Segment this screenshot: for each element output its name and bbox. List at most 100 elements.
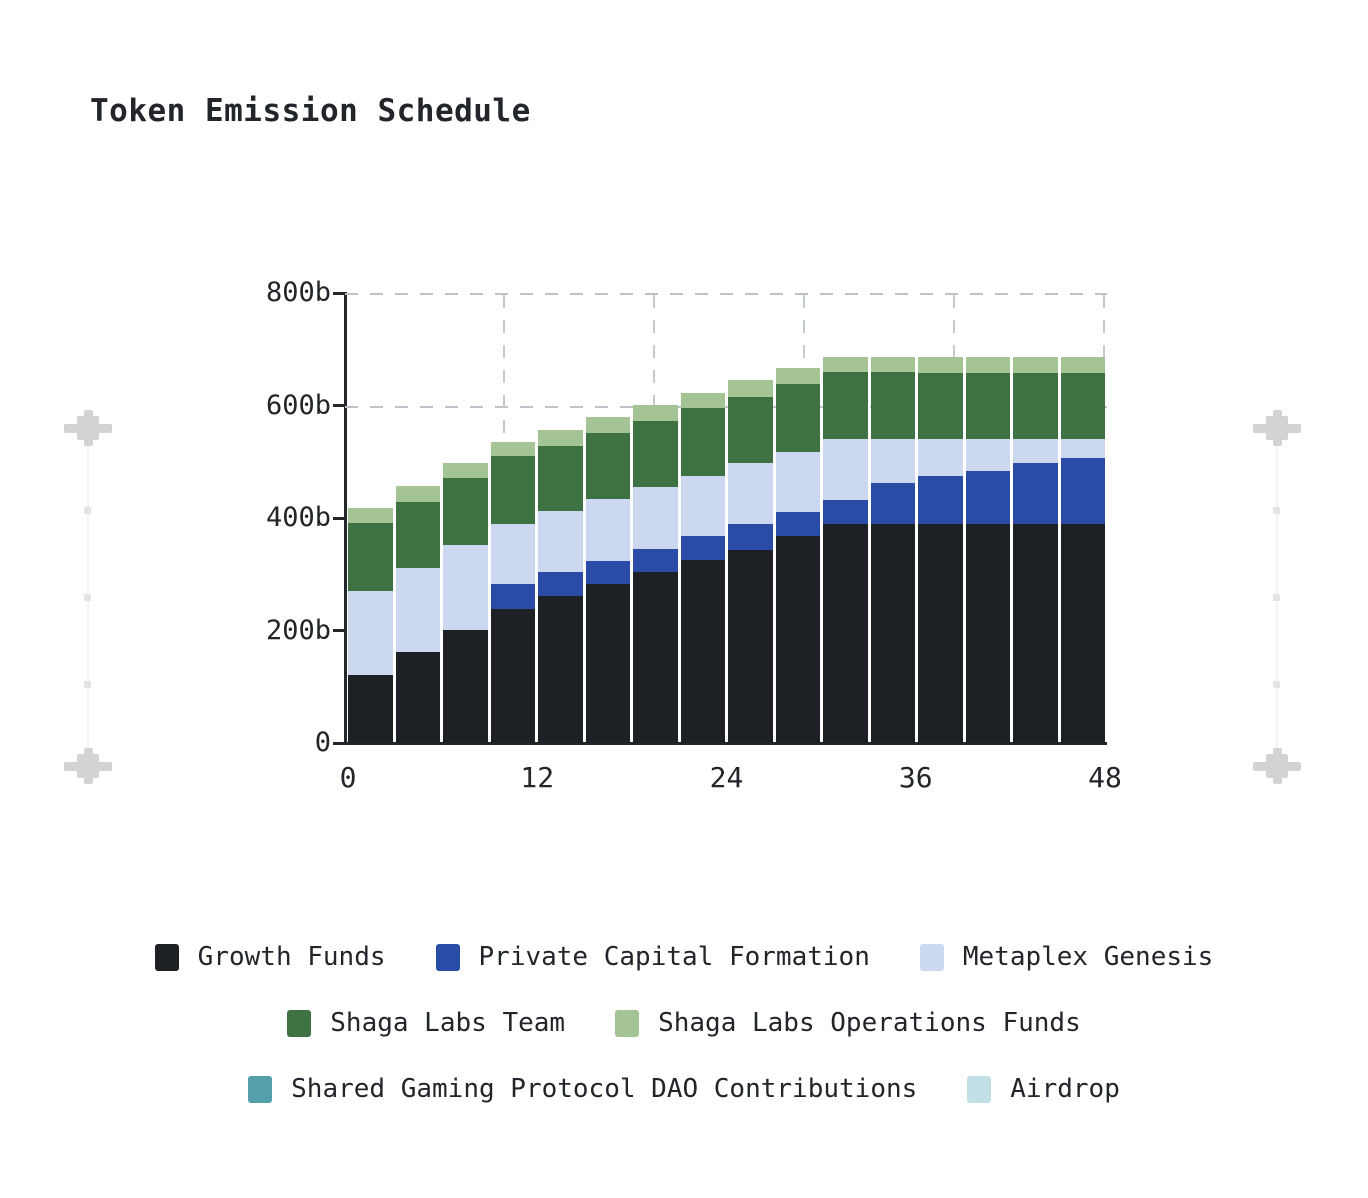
bar-segment-shaga-labs-team — [680, 408, 725, 476]
legend-item-growth-funds[interactable]: Growth Funds — [154, 942, 386, 972]
bar-segment-shaga-labs-team — [823, 371, 868, 440]
bar-segment-growth-funds — [870, 523, 915, 743]
x-axis-label: 48 — [1088, 761, 1122, 794]
legend-swatch-icon — [919, 943, 944, 971]
stacked-bar-month-12[interactable] — [538, 293, 583, 743]
legend-label: Metaplex Genesis — [962, 942, 1214, 972]
legend-swatch-icon — [615, 1009, 640, 1037]
stacked-bar-month-0[interactable] — [348, 293, 393, 743]
legend-row: Shaga Labs Team Shaga Labs Operations Fun… — [0, 1008, 1368, 1038]
stacked-bar-month-39[interactable] — [965, 293, 1010, 743]
bar-segment-shaga-labs-team — [728, 397, 773, 464]
x-axis-label: 24 — [709, 761, 744, 794]
stacked-bar-month-18[interactable] — [633, 293, 678, 743]
bar-segment-shaga-labs-team — [443, 478, 488, 545]
bar-segment-growth-funds — [965, 523, 1010, 743]
bar-segment-growth-funds — [348, 674, 393, 743]
y-axis-tick — [333, 291, 344, 295]
frame-handle-icon[interactable] — [64, 748, 112, 784]
bar-segment-growth-funds — [728, 549, 773, 743]
frame-handle-icon[interactable] — [1253, 748, 1301, 784]
stacked-bar-month-30[interactable] — [823, 293, 868, 743]
bar-segment-shaga-labs-operations-funds — [965, 357, 1010, 373]
bar-segment-private-capital-formation — [965, 471, 1010, 524]
bar-segment-private-capital-formation — [728, 523, 773, 550]
y-axis-line — [344, 292, 347, 745]
bar-segment-shaga-labs-operations-funds — [680, 392, 725, 409]
frame-handle-icon[interactable] — [64, 410, 112, 446]
y-axis-tick — [333, 741, 344, 745]
bar-segment-shaga-labs-operations-funds — [585, 416, 630, 434]
bar-segment-shaga-labs-operations-funds — [918, 357, 963, 373]
bar-segment-metaplex-genesis — [585, 499, 630, 561]
stacked-bar-month-27[interactable] — [775, 293, 820, 743]
bar-segment-metaplex-genesis — [1013, 439, 1058, 463]
legend-item-private-capital-formation[interactable]: Private Capital Formation — [435, 942, 870, 972]
bar-segment-shaga-labs-operations-funds — [538, 430, 583, 446]
legend-item-shaga-labs-team[interactable]: Shaga Labs Team — [287, 1008, 565, 1038]
stacked-bar-month-21[interactable] — [680, 293, 725, 743]
y-axis-tick — [333, 516, 344, 520]
bar-segment-metaplex-genesis — [490, 523, 535, 584]
y-axis-label: 800b — [265, 277, 331, 308]
y-axis-label: 400b — [265, 502, 331, 533]
bar-segment-growth-funds — [490, 608, 535, 743]
bar-series-container — [348, 293, 1105, 743]
legend-swatch-icon — [967, 1075, 992, 1103]
bar-segment-shaga-labs-operations-funds — [395, 485, 440, 502]
stacked-bar-month-9[interactable] — [490, 293, 535, 743]
x-axis-label: 36 — [898, 761, 933, 794]
bar-segment-shaga-labs-team — [348, 523, 393, 591]
bar-segment-metaplex-genesis — [918, 439, 963, 476]
bar-segment-growth-funds — [918, 523, 963, 743]
frame-handle-icon[interactable] — [1253, 410, 1301, 446]
bar-segment-shaga-labs-team — [1013, 372, 1058, 440]
bar-segment-shaga-labs-team — [633, 421, 678, 488]
frame-guide-dot — [1273, 681, 1280, 688]
bar-segment-growth-funds — [538, 596, 583, 743]
legend-item-shared-gaming-protocol-dao-contributions[interactable]: Shared Gaming Protocol DAO Contributions — [248, 1074, 917, 1104]
y-axis-tick — [333, 629, 344, 632]
stacked-bar-month-3[interactable] — [395, 293, 440, 743]
legend-label: Shaga Labs Team — [330, 1008, 566, 1038]
stacked-bar-month-6[interactable] — [443, 293, 488, 743]
bar-segment-metaplex-genesis — [443, 545, 488, 630]
bar-segment-metaplex-genesis — [823, 439, 868, 500]
stacked-bar-month-36[interactable] — [918, 293, 963, 743]
legend-row: Shared Gaming Protocol DAO Contributions… — [0, 1074, 1368, 1104]
bar-segment-metaplex-genesis — [395, 568, 440, 653]
bar-segment-shaga-labs-team — [965, 372, 1010, 440]
x-axis-line — [344, 742, 1107, 745]
bar-segment-shaga-labs-team — [1060, 372, 1105, 440]
legend-swatch-icon — [287, 1009, 312, 1037]
bar-segment-shaga-labs-team — [918, 372, 963, 440]
bar-segment-private-capital-formation — [490, 583, 535, 609]
frame-guide-dot — [84, 681, 91, 688]
legend-label: Shaga Labs Operations Funds — [658, 1008, 1081, 1038]
y-axis-label: 0 — [314, 727, 331, 758]
y-axis-label: 600b — [265, 389, 331, 421]
bar-segment-shaga-labs-team — [490, 456, 535, 524]
legend-item-shaga-labs-operations-funds[interactable]: Shaga Labs Operations Funds — [615, 1008, 1081, 1038]
bar-segment-private-capital-formation — [680, 536, 725, 561]
bar-segment-growth-funds — [395, 652, 440, 743]
frame-guide-dot — [84, 507, 91, 514]
frame-guide-dot — [84, 594, 91, 601]
bar-segment-metaplex-genesis — [348, 590, 393, 675]
legend-item-metaplex-genesis[interactable]: Metaplex Genesis — [919, 942, 1214, 972]
stacked-bar-month-15[interactable] — [585, 293, 630, 743]
bar-segment-growth-funds — [633, 572, 678, 743]
stacked-bar-month-33[interactable] — [870, 293, 915, 743]
stacked-bar-month-42[interactable] — [1013, 293, 1058, 743]
legend-label: Shared Gaming Protocol DAO Contributions — [291, 1074, 918, 1104]
bar-segment-shaga-labs-operations-funds — [490, 441, 535, 457]
bar-segment-metaplex-genesis — [538, 510, 583, 572]
legend-swatch-icon — [154, 943, 179, 971]
bar-segment-private-capital-formation — [585, 560, 630, 584]
stacked-bar-month-24[interactable] — [728, 293, 773, 743]
legend-label: Growth Funds — [197, 942, 386, 972]
h-gridline — [345, 405, 1107, 408]
stacked-bar-month-45[interactable] — [1060, 293, 1105, 743]
legend-item-airdrop[interactable]: Airdrop — [967, 1074, 1120, 1104]
legend-label: Private Capital Formation — [478, 942, 870, 972]
